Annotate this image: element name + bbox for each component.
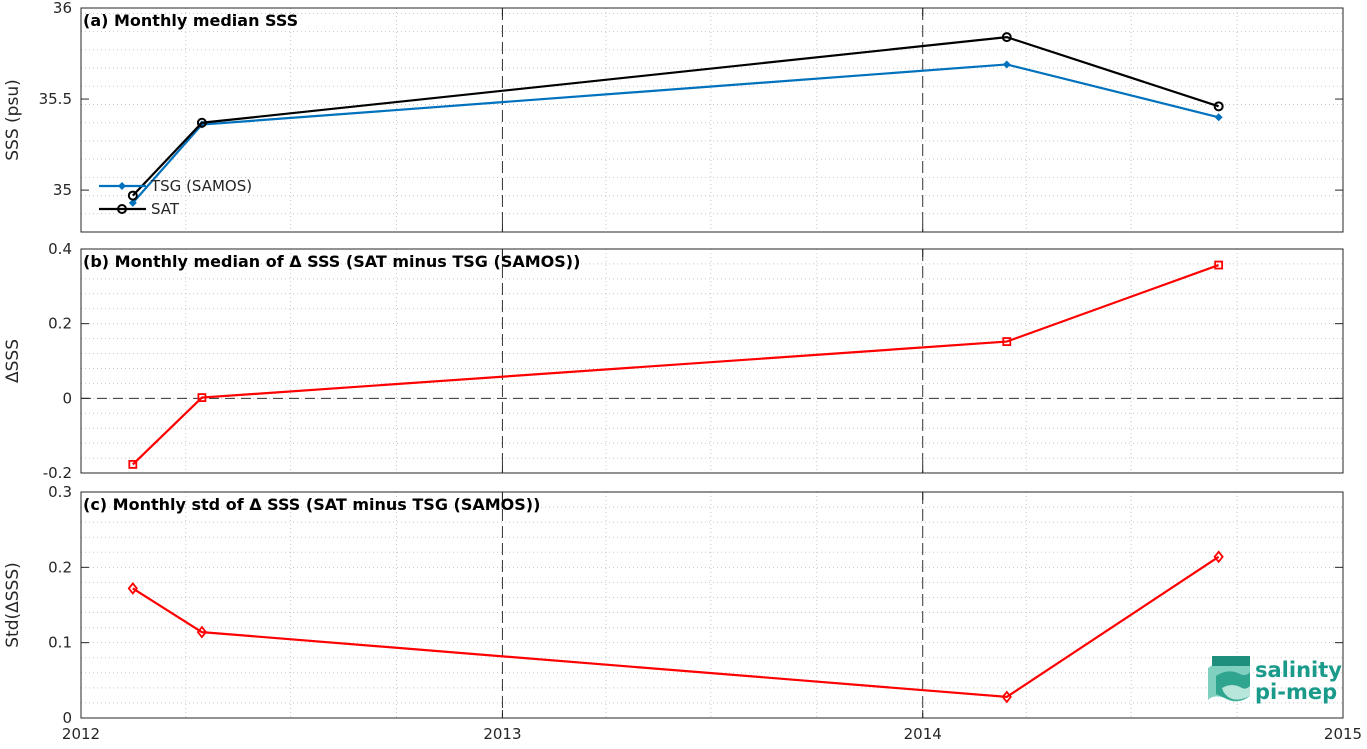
data-point — [196, 625, 208, 639]
legend-label: SAT — [151, 200, 180, 218]
chart-panel-1: -0.2 0 0.2 0.4 ΔSSS (b) Monthly median of Δ S… — [3, 240, 1344, 482]
legend-marker — [117, 204, 127, 214]
data-point — [1213, 550, 1224, 564]
logo-wave-icon — [1208, 656, 1250, 702]
legend-marker — [118, 182, 126, 190]
y-tick-label: 0.2 — [48, 315, 72, 333]
salinity-pi-mep-logo: salinity pi-mep — [1208, 656, 1342, 704]
data-point — [1001, 690, 1012, 704]
data-point — [128, 198, 137, 207]
series-line-0 — [132, 555, 1220, 699]
y-tick-label: 0 — [62, 389, 72, 407]
x-tick-label: 2013 — [483, 725, 521, 743]
data-point — [1214, 260, 1224, 270]
series-line-1 — [132, 36, 1219, 197]
chart-panel-2: 2012 2013 2014 2015 0 0.1 0.2 0.3 Std(ΔSSS) (c) M… — [3, 483, 1362, 743]
x-tick-label: 2015 — [1324, 725, 1362, 743]
x-tick-label: 2014 — [904, 725, 942, 743]
data-point — [1002, 60, 1011, 69]
data-point — [197, 393, 207, 402]
y-tick-label: 0.4 — [48, 240, 72, 258]
y-tick-label: 36 — [53, 0, 72, 17]
legend-label: TSG (SAMOS) — [150, 177, 252, 195]
chart-panel-0: 35 35.5 36 SSS (psu) (a) Monthly median SSS T… — [3, 0, 1344, 233]
y-tick-label: 35 — [53, 181, 72, 199]
data-point — [127, 190, 138, 201]
y-axis-label: ΔSSS — [3, 339, 23, 383]
x-tick-label: 2012 — [62, 725, 100, 743]
series-line-0 — [131, 63, 1219, 204]
data-point — [1001, 32, 1012, 43]
data-point — [1214, 113, 1223, 122]
data-point — [128, 460, 138, 469]
logo-line1: salinity — [1255, 658, 1342, 682]
y-axis-label: SSS (psu) — [3, 79, 23, 160]
data-point — [1002, 337, 1012, 346]
series-line-0 — [132, 264, 1220, 466]
axes-box — [80, 491, 1344, 719]
logo-line2: pi-mep — [1255, 680, 1337, 704]
y-tick-label: 35.5 — [39, 90, 72, 108]
data-point — [196, 117, 207, 128]
y-tick-label: 0.3 — [48, 483, 72, 501]
y-axis-label: Std(ΔSSS) — [3, 562, 23, 648]
y-tick-label: 0.1 — [48, 634, 72, 652]
axes-box — [80, 248, 1344, 474]
legend: TSG (SAMOS) SAT — [99, 177, 252, 218]
y-tick-label: 0.2 — [48, 558, 72, 576]
data-point — [1213, 101, 1224, 112]
panel-title: (a) Monthly median SSS — [83, 11, 298, 30]
panel-title: (c) Monthly std of Δ SSS (SAT minus TSG … — [83, 495, 540, 514]
data-point — [127, 581, 138, 595]
y-tick-label: 0 — [62, 709, 72, 727]
panel-title: (b) Monthly median of Δ SSS (SAT minus T… — [83, 252, 580, 271]
axes-box — [80, 7, 1344, 233]
y-tick-label: -0.2 — [43, 464, 72, 482]
